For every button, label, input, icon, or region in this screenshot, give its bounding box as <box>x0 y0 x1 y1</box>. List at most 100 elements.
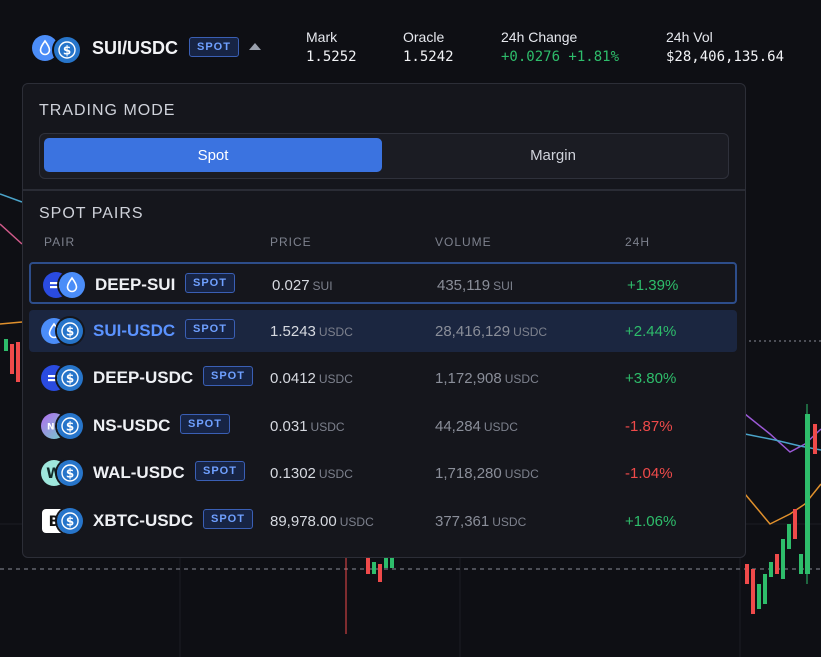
pair-logo: NS $ <box>41 412 83 439</box>
volume-value: 44,284 <box>435 417 481 435</box>
pair-volume: 377,361 USDC <box>435 513 526 530</box>
caret-up-icon[interactable] <box>249 43 261 50</box>
volume-unit: USDC <box>504 467 539 482</box>
volume-unit: USDC <box>483 419 518 434</box>
pair-logo: B $ <box>41 508 83 534</box>
pair-logo: $ <box>41 365 83 392</box>
pair-volume: 435,119 SUI <box>437 277 513 294</box>
volume-value: 377,361 <box>435 513 490 530</box>
pair-name: WAL-USDC <box>93 463 185 483</box>
volume-value: 28,416,129 <box>435 322 511 340</box>
pair-price: 0.0412 USDC <box>270 370 353 387</box>
stat-value: 1.5242 <box>403 49 454 65</box>
column-header-volume: VOLUME <box>435 235 492 249</box>
mode-spot-button[interactable]: Spot <box>44 138 382 172</box>
pair-row-deep-sui[interactable]: DEEP-SUI SPOT 0.027 SUI 435,119 SUI +1.39% <box>29 262 737 304</box>
spot-badge: SPOT <box>203 509 253 529</box>
pair-row-ns-usdc[interactable]: NS $ NS-USDC SPOT 0.031 USDC 44,284 USDC -1.87% <box>29 405 737 447</box>
stat-24h-change: 24h Change +0.0276 +1.81% <box>501 29 619 65</box>
pair-24h-change: -1.04% <box>625 465 673 483</box>
svg-text:$: $ <box>66 419 74 433</box>
stat-label: 24h Vol <box>666 29 713 45</box>
column-header-price: PRICE <box>270 235 312 249</box>
pair-logo: $ <box>41 317 83 344</box>
pair-logo <box>43 272 85 298</box>
usdc-icon: $ <box>57 508 83 534</box>
spot-badge: SPOT <box>185 318 235 339</box>
price-chart-background <box>0 84 821 657</box>
svg-text:$: $ <box>66 372 74 386</box>
pair-name[interactable]: SUI/USDC <box>92 38 179 58</box>
pair-volume: 1,172,908 USDC <box>435 370 539 387</box>
pair-volume: 28,416,129 USDC <box>435 323 547 340</box>
price-value: 0.031 <box>270 417 308 435</box>
price-value: 89,978.00 <box>270 513 337 530</box>
stat-value: +0.0276 +1.81% <box>501 49 620 65</box>
svg-text:NS: NS <box>47 422 61 432</box>
pair-24h-change: +2.44% <box>625 322 677 340</box>
volume-unit: SUI <box>493 279 514 293</box>
stat-label: 24h Change <box>501 29 578 45</box>
column-header-pair: PAIR <box>44 235 76 249</box>
trading-mode-toggle: Spot Margin <box>39 133 729 179</box>
pair-price: 1.5243 USDC <box>270 323 353 340</box>
column-header-24h: 24H <box>625 235 651 249</box>
price-value: 1.5243 <box>270 322 316 340</box>
pair-24h-change: +1.39% <box>627 277 679 294</box>
usdc-icon: $ <box>52 35 82 65</box>
market-selector-dropdown: TRADING MODE Spot Margin SPOT PAIRS PAIR… <box>22 83 746 558</box>
volume-value: 1,718,280 <box>435 465 502 483</box>
spot-badge: SPOT <box>203 366 253 387</box>
market-header: $ SUI/USDC SPOT Mark 1.5252 Oracle 1.524… <box>0 0 821 84</box>
pair-24h-change: +1.06% <box>625 513 677 530</box>
stat-value: 1.5252 <box>306 49 357 65</box>
pair-name: DEEP-SUI <box>95 275 176 294</box>
mode-margin-button[interactable]: Margin <box>530 146 576 164</box>
volume-unit: USDC <box>492 515 527 529</box>
price-value: 0.027 <box>272 277 310 294</box>
volume-value: 435,119 <box>437 277 491 294</box>
svg-text:B: B <box>49 514 60 530</box>
divider <box>23 189 745 191</box>
stat-oracle: Oracle 1.5242 <box>403 29 454 65</box>
volume-unit: USDC <box>504 372 539 387</box>
pair-row-xbtc-usdc[interactable]: B $ XBTC-USDC SPOT 89,978.00 USDC 377,361 USDC +… <box>29 500 737 542</box>
volume-unit: USDC <box>513 324 548 339</box>
svg-text:$: $ <box>66 324 74 338</box>
spot-badge: SPOT <box>180 413 230 434</box>
pair-price: 0.027 SUI <box>272 277 333 294</box>
market-type-badge: SPOT <box>189 37 239 57</box>
pair-name: XBTC-USDC <box>93 511 194 530</box>
spot-pairs-title: SPOT PAIRS <box>39 205 144 222</box>
svg-text:$: $ <box>66 515 74 529</box>
price-value: 0.0412 <box>270 370 316 388</box>
pair-row-sui-usdc[interactable]: $ SUI-USDC SPOT 1.5243 USDC 28,416,129 USDC +2.… <box>29 309 737 352</box>
usdc-icon: $ <box>57 317 83 344</box>
price-value: 0.1302 <box>270 465 316 483</box>
pair-24h-change: -1.87% <box>625 417 673 435</box>
sui-icon <box>59 272 85 298</box>
pair-price: 89,978.00 USDC <box>270 513 374 530</box>
pair-price: 0.031 USDC <box>270 418 345 435</box>
price-unit: USDC <box>318 324 353 339</box>
spot-badge: SPOT <box>185 273 235 293</box>
svg-text:$: $ <box>63 44 71 58</box>
trading-mode-title: TRADING MODE <box>39 102 176 119</box>
pair-logo: $ <box>32 35 82 65</box>
stat-label: Mark <box>306 29 338 45</box>
pair-name: SUI-USDC <box>93 320 176 340</box>
stat-value: $28,406,135.64 <box>666 49 785 65</box>
price-unit: USDC <box>318 372 353 387</box>
pair-row-deep-usdc[interactable]: $ DEEP-USDC SPOT 0.0412 USDC 1,172,908 USDC +3.… <box>29 357 737 399</box>
volume-value: 1,172,908 <box>435 370 502 388</box>
spot-badge: SPOT <box>195 461 245 482</box>
usdc-icon: $ <box>57 412 83 439</box>
pair-logo: W $ <box>41 460 83 487</box>
pair-row-wal-usdc[interactable]: W $ WAL-USDC SPOT 0.1302 USDC 1,718,280 USDC -1.… <box>29 452 737 494</box>
price-unit: USDC <box>318 467 353 482</box>
price-unit: USDC <box>310 419 345 434</box>
pair-volume: 1,718,280 USDC <box>435 465 539 482</box>
price-unit: SUI <box>312 279 333 293</box>
pair-price: 0.1302 USDC <box>270 465 353 482</box>
stat-label: Oracle <box>403 29 445 45</box>
